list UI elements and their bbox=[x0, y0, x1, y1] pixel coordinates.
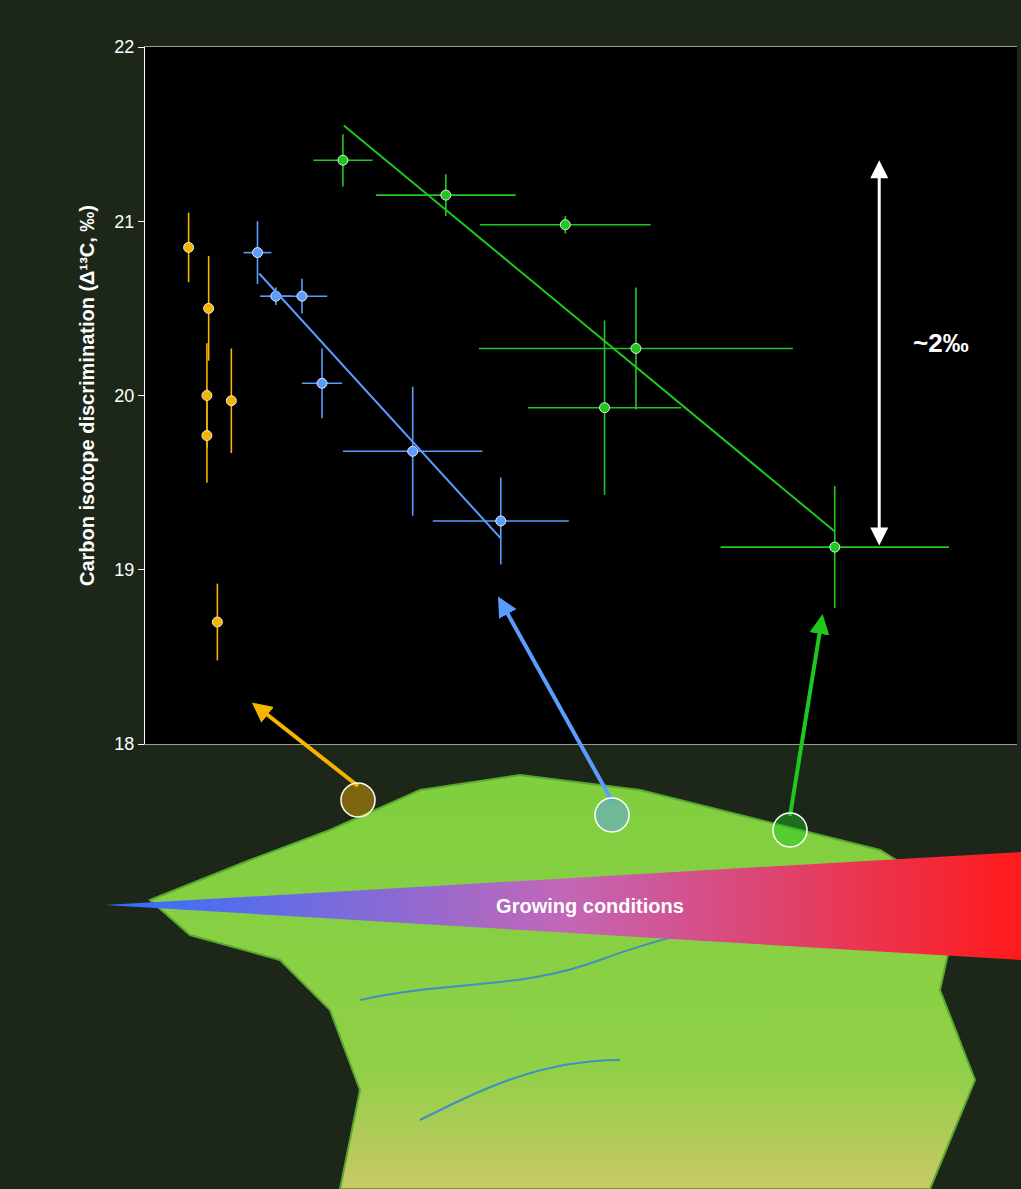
svg-text:21: 21 bbox=[114, 212, 134, 232]
svg-text:19: 19 bbox=[114, 560, 134, 580]
svg-text:22: 22 bbox=[114, 37, 134, 57]
svg-text:Growing conditions: Growing conditions bbox=[496, 895, 684, 917]
svg-text:20: 20 bbox=[114, 386, 134, 406]
svg-text:Carbon isotope discrimination: Carbon isotope discrimination (Δ¹³C, ‰) bbox=[76, 205, 98, 586]
svg-text:18: 18 bbox=[114, 734, 134, 754]
svg-text:~2‰: ~2‰ bbox=[913, 328, 969, 358]
